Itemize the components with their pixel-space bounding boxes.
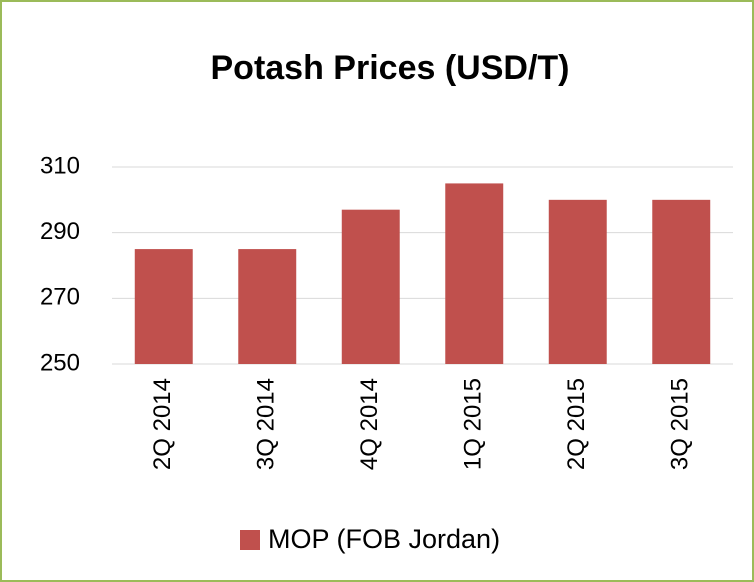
legend-label: MOP (FOB Jordan) [268, 524, 500, 554]
bar [652, 199, 711, 364]
bar [238, 249, 297, 364]
x-tick-label: 1Q 2015 [460, 378, 487, 470]
y-tick-label: 250 [40, 349, 80, 376]
bar [548, 199, 607, 364]
x-tick-label: 2Q 2014 [149, 378, 176, 470]
bar [341, 209, 400, 364]
x-tick-label: 2Q 2015 [563, 378, 590, 470]
x-tick-label: 3Q 2014 [253, 378, 280, 470]
y-tick-label: 310 [40, 152, 80, 179]
bar [134, 249, 193, 364]
y-tick-label: 270 [40, 284, 80, 311]
x-tick-label: 3Q 2015 [667, 378, 694, 470]
y-tick-label: 290 [40, 218, 80, 245]
bar [445, 183, 504, 364]
x-tick-label: 4Q 2014 [356, 378, 383, 470]
legend-swatch [240, 530, 260, 550]
chart-title: Potash Prices (USD/T) [211, 49, 570, 87]
